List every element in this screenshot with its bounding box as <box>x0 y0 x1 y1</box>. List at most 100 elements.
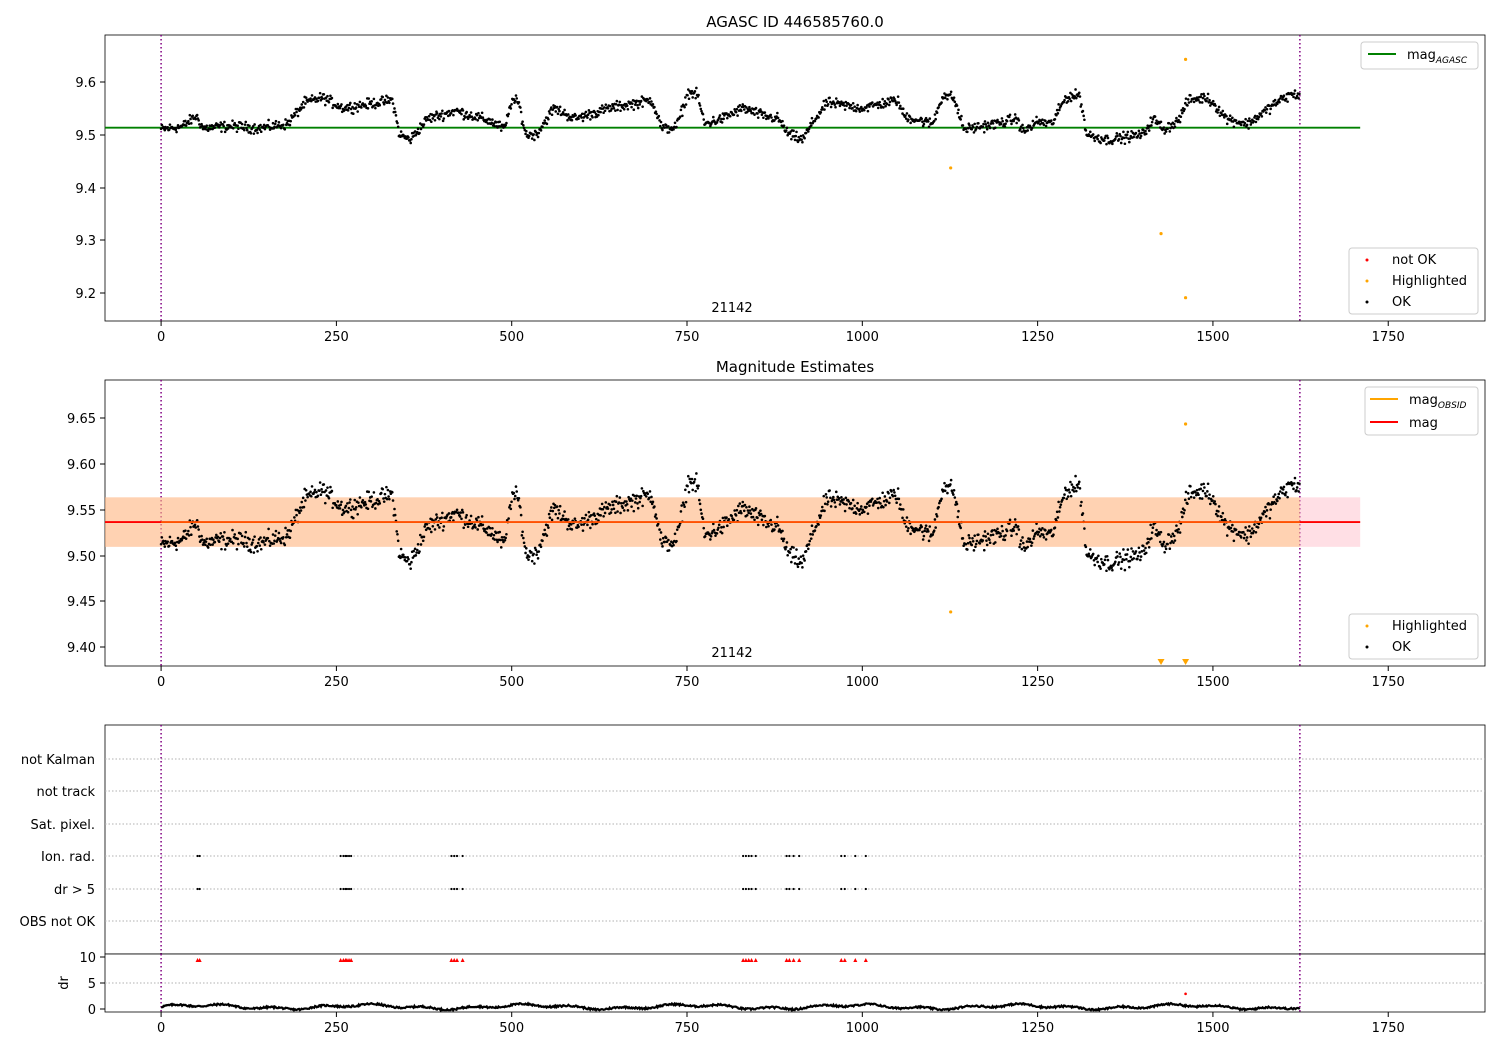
ok-point <box>205 537 209 541</box>
ok-point <box>1067 488 1071 491</box>
ok-point <box>1269 508 1272 511</box>
ok-point <box>1292 487 1295 491</box>
ytick-label-2-9.45: 9.45 <box>67 595 96 610</box>
ok-point <box>1282 94 1286 98</box>
ok-point <box>505 532 508 536</box>
ok-point <box>1178 531 1182 534</box>
ok-point <box>843 509 847 513</box>
ok-point <box>698 104 702 107</box>
ok-point <box>985 543 989 547</box>
ok-point <box>765 525 768 529</box>
ok-point <box>301 100 305 104</box>
legend-label-main: mag <box>1407 48 1436 63</box>
ok-point <box>687 490 691 494</box>
ok-point <box>1295 94 1299 98</box>
ok-point <box>866 512 870 515</box>
ok-point <box>732 518 736 522</box>
ok-point <box>1206 490 1209 493</box>
ok-point <box>262 123 266 127</box>
ok-point <box>431 117 435 120</box>
ok-point <box>823 104 827 107</box>
ok-point <box>667 131 671 134</box>
ok-point <box>854 512 858 515</box>
ok-point <box>1144 546 1147 550</box>
ok-point <box>1222 523 1226 526</box>
ok-point <box>651 103 655 106</box>
ok-point <box>1263 108 1267 112</box>
ok-point <box>1117 138 1121 141</box>
ok-point <box>242 545 246 548</box>
ok-point <box>600 502 604 506</box>
ok-point <box>271 121 275 125</box>
ok-point <box>438 526 441 529</box>
ok-point <box>754 106 758 110</box>
ok-point <box>532 133 535 136</box>
ok-point <box>388 101 391 105</box>
ok-point <box>507 517 510 520</box>
ok-point <box>663 126 667 129</box>
ok-point <box>1083 527 1086 530</box>
ok-point <box>921 538 925 541</box>
ok-point <box>866 109 870 113</box>
ok-point <box>245 126 248 130</box>
ok-point <box>561 514 565 517</box>
ok-point <box>720 526 723 529</box>
ok-point <box>433 528 437 531</box>
ok-point <box>1116 134 1119 138</box>
clipped-dr-marker <box>863 958 868 963</box>
ok-point <box>940 101 943 104</box>
ok-point <box>803 136 806 140</box>
dr-flag <box>350 887 353 891</box>
ok-point <box>539 545 543 549</box>
ok-point <box>430 530 433 534</box>
ok-point <box>636 502 639 505</box>
ok-point <box>834 505 837 509</box>
ok-point <box>818 516 822 519</box>
ok-point <box>878 100 882 104</box>
ok-point <box>189 122 193 125</box>
ok-point <box>1275 102 1279 106</box>
ok-point <box>582 523 586 526</box>
ok-point <box>801 554 805 557</box>
ok-point <box>988 538 991 542</box>
ok-point <box>650 502 654 506</box>
ok-point <box>477 111 480 115</box>
ok-point <box>882 499 886 503</box>
ok-point <box>691 96 694 99</box>
ok-point <box>577 117 580 121</box>
clipped-dr-marker <box>455 958 460 963</box>
ok-point <box>1217 505 1221 508</box>
ok-point <box>1088 548 1092 551</box>
ok-point <box>822 494 826 498</box>
ok-point <box>1278 496 1281 500</box>
ok-point <box>344 504 348 508</box>
ok-point <box>425 116 429 119</box>
ok-point <box>299 108 303 111</box>
ok-point <box>416 548 419 552</box>
ytick-label-2-9.65: 9.65 <box>67 412 96 427</box>
ok-point <box>982 548 986 552</box>
ok-point <box>625 502 629 506</box>
ok-point <box>1061 498 1064 502</box>
ok-point <box>369 102 373 106</box>
ok-point <box>1084 545 1088 549</box>
ok-point <box>490 121 493 125</box>
ok-point <box>748 509 752 512</box>
ok-point <box>1177 527 1180 531</box>
ok-point <box>277 531 281 535</box>
ion-rad-flag <box>864 854 867 858</box>
ok-point <box>622 509 626 512</box>
ok-point <box>1213 500 1217 503</box>
ok-point <box>219 121 223 124</box>
ok-point <box>1208 104 1212 107</box>
ok-point <box>534 548 538 552</box>
ok-point <box>1163 132 1166 135</box>
ok-point <box>212 538 215 542</box>
ok-point <box>323 103 327 107</box>
ok-point <box>847 500 851 503</box>
ok-point <box>1203 486 1206 489</box>
ok-point <box>1164 547 1168 551</box>
ok-point <box>354 506 358 509</box>
ok-point <box>1159 120 1163 124</box>
ok-point <box>589 118 592 121</box>
